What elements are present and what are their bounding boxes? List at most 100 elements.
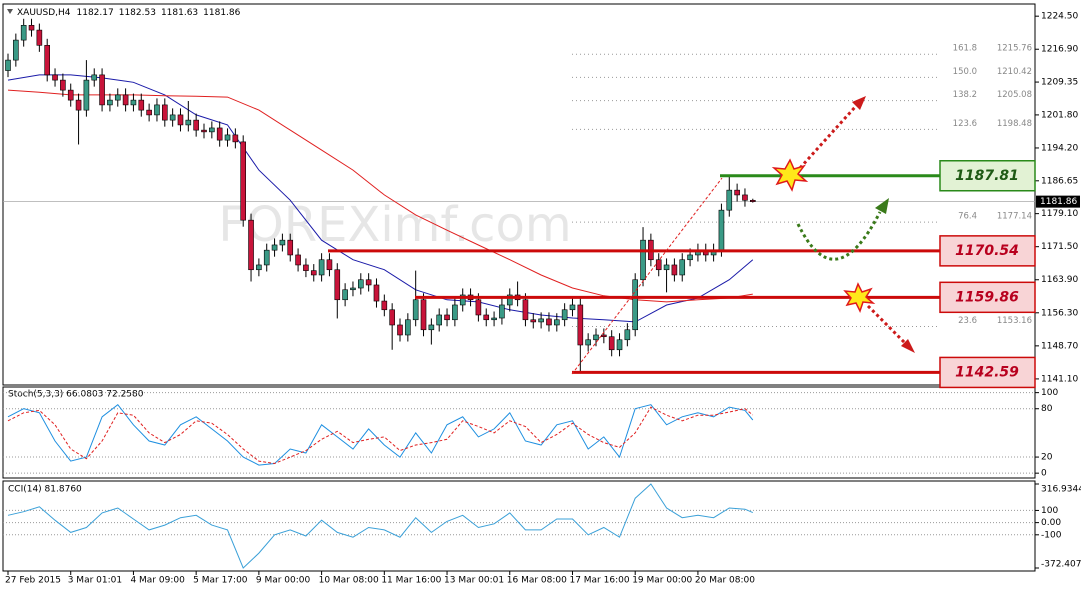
candle-body [240,141,246,221]
candle-body [381,300,388,311]
arrow-head [901,339,915,353]
candle-body [318,259,325,276]
fib-ratio: 123.6 [953,119,977,129]
candle-body [75,99,82,111]
candle-body [663,264,670,271]
burst [843,282,876,313]
candle-body [91,74,98,81]
x-tick-label: 20 Mar 08:00 [695,576,755,586]
candle-body [420,299,427,331]
candle-body [357,279,364,289]
candle-body [303,264,309,271]
candle-body [671,264,678,276]
y-tick-label: 1209.35 [1041,78,1078,88]
candle-body [13,39,19,61]
header-icon [7,9,13,14]
fib-ratio: 138.2 [953,90,977,100]
y-tick-label: 1216.90 [1041,45,1078,55]
fib-ratio: 161.8 [953,44,977,54]
candle-body [271,244,278,251]
candle-body [20,25,27,41]
candle-body [193,119,199,131]
candle-body [616,339,623,351]
candle-body [177,114,184,126]
fib-diagonal [571,177,723,375]
x-tick-label: 17 Mar 16:00 [569,576,629,586]
candle-body [428,324,435,331]
arrow-down [866,304,908,346]
candle-body [287,239,294,256]
candle-body [405,319,411,336]
candle-body [577,304,584,346]
candle-body [397,324,403,336]
candle-body [726,189,733,211]
level-box [939,281,1036,314]
candle-body [209,127,215,133]
candle-body [154,104,160,116]
y-tick-label: 20 [1041,453,1053,463]
candle-body [546,318,552,326]
candle-body [216,127,223,141]
candle-body [185,119,192,126]
candle-body [279,239,286,246]
candle-body [538,318,544,323]
cci-panel [2,480,1036,572]
last-high: 1182.53 [119,8,156,18]
candle-body [201,129,207,133]
candle-body [350,287,356,291]
y-tick-label: 80 [1041,404,1053,414]
indicator-line [7,403,754,466]
candle-body [83,79,90,111]
y-tick-label: 1163.90 [1041,275,1078,285]
candle-body [248,219,254,271]
candle-body [146,109,152,116]
watermark: FOREXimf.com [218,197,571,253]
candle-body [138,99,145,111]
price-marker-label: 1181.86 [1040,197,1077,207]
x-tick-label: 10 Mar 08:00 [319,576,379,586]
candle-body [389,309,395,326]
level-box [939,356,1036,389]
candle-body [342,289,348,301]
main-panel [2,3,1036,386]
level-label: 1159.86 [955,289,1019,305]
x-tick-label: 11 Mar 16:00 [381,576,441,586]
level-box [939,235,1036,267]
candle-body [679,259,686,276]
candle-body [452,304,458,321]
candle-body [749,199,756,202]
candle-body [310,270,317,276]
candle-body [44,45,51,76]
candle-body [640,239,646,281]
x-tick-label: 4 Mar 09:00 [130,576,185,586]
candle-body [256,264,262,271]
candle-body [107,99,113,106]
y-tick-label: -100 [1041,530,1062,540]
candle-body [734,189,740,196]
candle-body [687,254,693,261]
fib-price: 1177.14 [997,212,1032,222]
candle-body [593,334,599,341]
fib-price: 1205.08 [997,90,1032,100]
candle-body [60,79,66,91]
candle-body [5,59,11,71]
fib-price: 1198.48 [997,119,1032,129]
candle-body [373,284,380,302]
candle-body [483,314,490,321]
y-tick-label: 1171.50 [1041,242,1078,252]
candle-body [553,319,560,326]
last-open: 1182.17 [77,8,114,18]
y-tick-label: -372.4076 [1041,560,1081,570]
arrow-up [798,104,858,170]
candle-body [569,304,576,311]
level-box [939,160,1036,192]
candle-body [130,99,137,106]
y-tick-label: 1141.10 [1041,374,1078,384]
candle-body [36,29,43,46]
arrow-head [875,198,889,214]
price-marker [1036,195,1080,208]
y-tick-label: 1179.10 [1041,209,1078,219]
y-tick-label: 0.00 [1041,518,1061,528]
